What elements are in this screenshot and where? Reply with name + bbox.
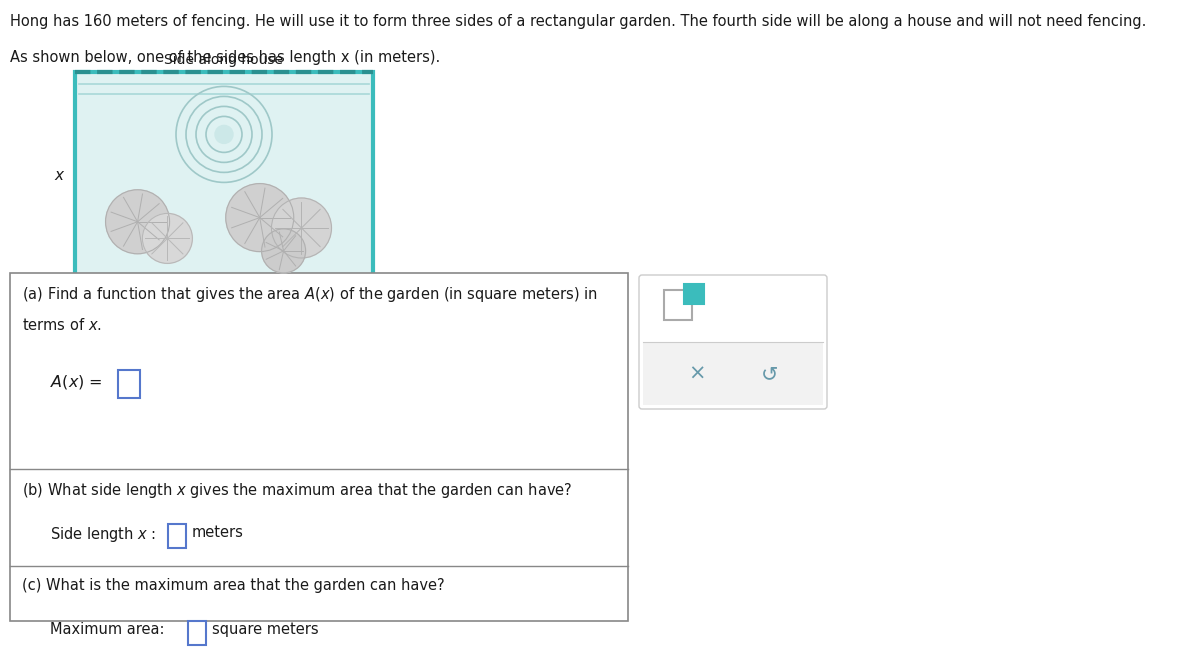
Text: (c) What is the maximum area that the garden can have?: (c) What is the maximum area that the ga… (22, 578, 445, 593)
Text: (b) What side length $\mathit{x}$ gives the maximum area that the garden can hav: (b) What side length $\mathit{x}$ gives … (22, 481, 572, 500)
FancyBboxPatch shape (684, 284, 704, 304)
FancyBboxPatch shape (640, 275, 827, 409)
Text: meters: meters (192, 525, 244, 540)
FancyBboxPatch shape (118, 370, 140, 398)
FancyBboxPatch shape (10, 273, 628, 621)
Circle shape (106, 190, 169, 254)
FancyBboxPatch shape (168, 524, 186, 548)
Text: $\mathit{A}\left(\mathit{x}\right)$ =: $\mathit{A}\left(\mathit{x}\right)$ = (50, 373, 104, 391)
Text: x: x (54, 168, 64, 183)
Circle shape (262, 229, 306, 273)
Text: As shown below, one of the sides has length x (in meters).: As shown below, one of the sides has len… (10, 50, 440, 65)
Text: square meters: square meters (212, 622, 319, 637)
Text: Hong has 160 meters of fencing. He will use it to form three sides of a rectangu: Hong has 160 meters of fencing. He will … (10, 14, 1146, 29)
FancyBboxPatch shape (188, 621, 206, 645)
FancyBboxPatch shape (643, 342, 823, 405)
Circle shape (143, 213, 192, 263)
Text: ↺: ↺ (761, 364, 778, 384)
Text: (a) Find a function that gives the area $\mathit{A}\left(\mathit{x}\right)$ of t: (a) Find a function that gives the area … (22, 285, 598, 304)
Circle shape (226, 183, 294, 251)
Text: Maximum area:: Maximum area: (50, 622, 174, 637)
Text: ×: × (688, 364, 706, 384)
FancyBboxPatch shape (74, 72, 373, 280)
Text: Side length $\mathit{x}$ :: Side length $\mathit{x}$ : (50, 525, 162, 544)
Text: terms of $\mathit{x}$.: terms of $\mathit{x}$. (22, 317, 102, 333)
Text: Side along house: Side along house (164, 53, 283, 67)
Circle shape (271, 198, 331, 258)
Circle shape (215, 126, 233, 143)
FancyBboxPatch shape (664, 290, 692, 320)
